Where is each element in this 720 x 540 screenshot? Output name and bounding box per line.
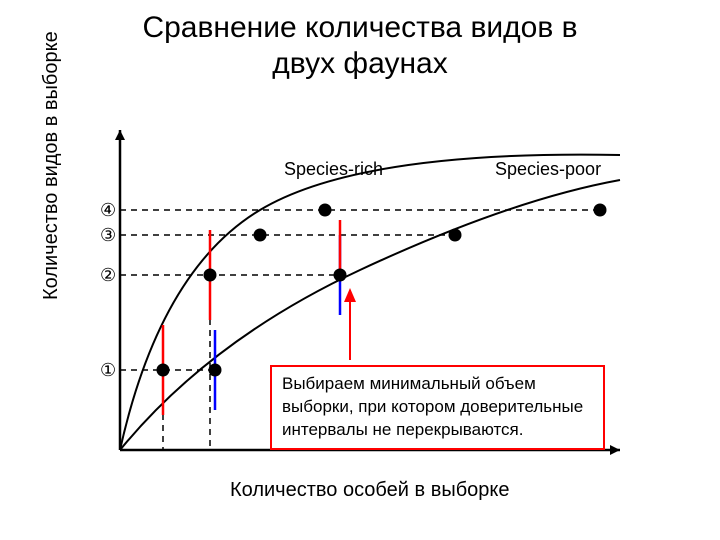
point-poor-2 [334, 269, 347, 282]
callout-text: Выбираем минимальный объем выборки, при … [282, 374, 583, 439]
level-marker-1: ① [100, 360, 116, 380]
point-rich-2 [204, 269, 217, 282]
point-poor-4 [594, 204, 607, 217]
y-axis-label: Количество видов в выборке [40, 31, 63, 300]
label-species-poor: Species-poor [495, 159, 601, 179]
page-title: Сравнение количества видов в двух фаунах [0, 0, 720, 82]
point-rich-4 [319, 204, 332, 217]
point-poor-1 [209, 364, 222, 377]
callout-box: Выбираем минимальный объем выборки, при … [270, 365, 605, 450]
x-axis-label: Количество особей в выборке [230, 479, 510, 502]
point-rich-1 [157, 364, 170, 377]
point-rich-3 [254, 229, 267, 242]
level-marker-2: ② [100, 265, 116, 285]
title-line-1: Сравнение количества видов в [142, 11, 577, 44]
level-marker-4: ④ [100, 200, 116, 220]
label-species-rich: Species-rich [284, 159, 383, 179]
level-marker-3: ③ [100, 225, 116, 245]
point-poor-3 [449, 229, 462, 242]
chart-area: Количество видов в выборке ①②③④Species-r… [60, 120, 660, 500]
title-line-2: двух фаунах [272, 47, 447, 80]
